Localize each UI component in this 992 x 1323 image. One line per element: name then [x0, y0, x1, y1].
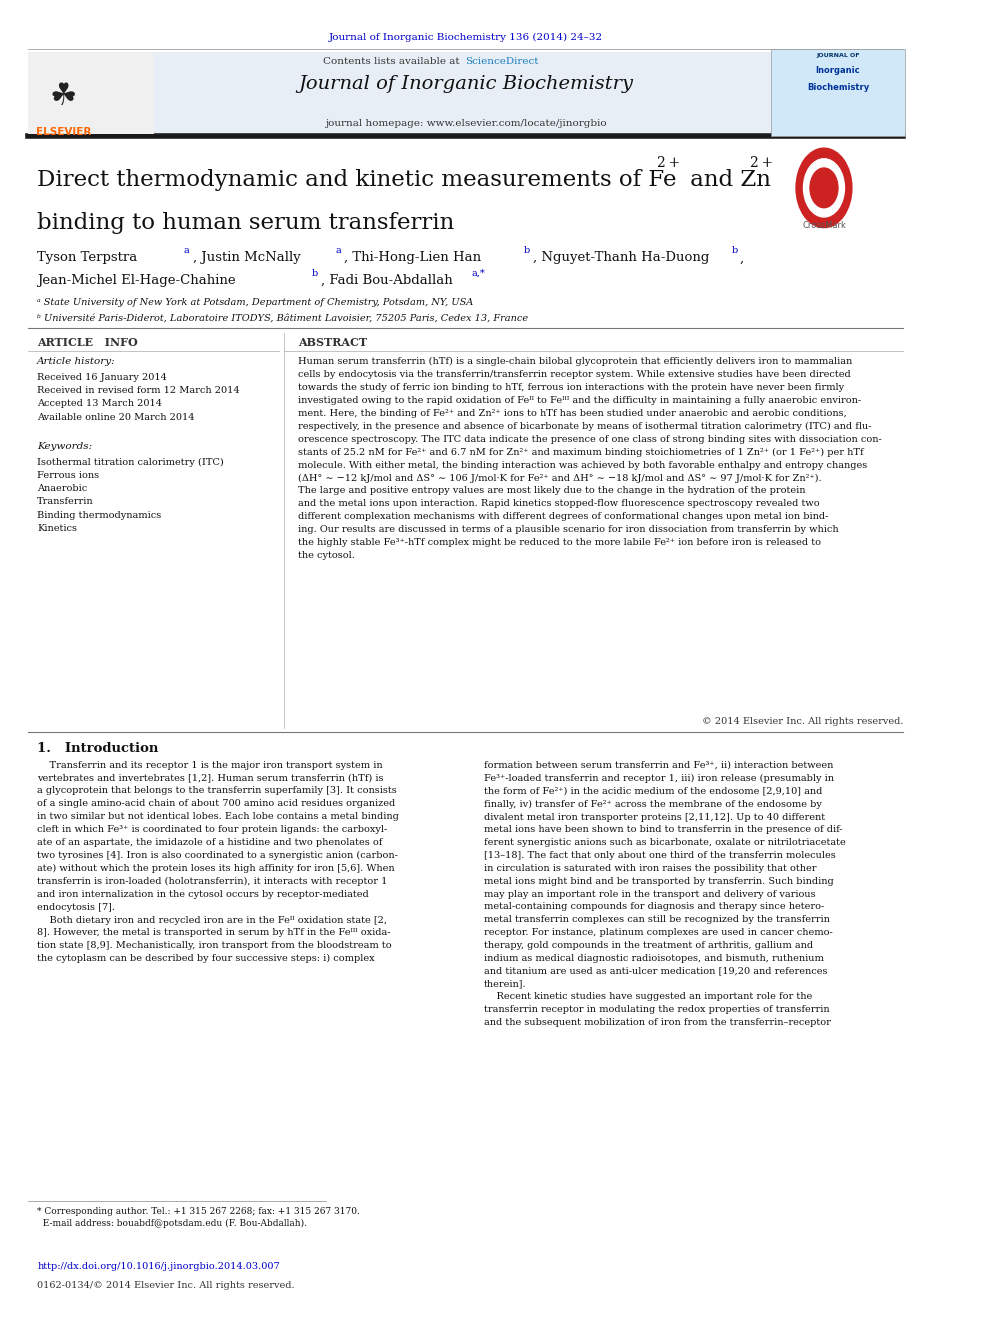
Text: ScienceDirect: ScienceDirect	[465, 57, 539, 66]
Text: , Fadi Bou-Abdallah: , Fadi Bou-Abdallah	[321, 274, 457, 287]
Text: CrossMark: CrossMark	[802, 221, 846, 230]
Text: Journal of Inorganic Biochemistry: Journal of Inorganic Biochemistry	[298, 75, 633, 94]
Circle shape	[796, 148, 852, 228]
Text: ,: ,	[739, 251, 743, 265]
Text: Human serum transferrin (hTf) is a single-chain bilobal glycoprotein that effici: Human serum transferrin (hTf) is a singl…	[298, 357, 882, 560]
Text: Tyson Terpstra: Tyson Terpstra	[38, 251, 142, 265]
Text: ELSEVIER: ELSEVIER	[36, 127, 91, 138]
Text: Keywords:: Keywords:	[38, 442, 92, 451]
FancyBboxPatch shape	[28, 52, 903, 134]
Text: JOURNAL OF: JOURNAL OF	[816, 53, 860, 58]
Text: b: b	[311, 269, 318, 278]
Text: http://dx.doi.org/10.1016/j.jinorgbio.2014.03.007: http://dx.doi.org/10.1016/j.jinorgbio.20…	[38, 1262, 280, 1271]
Text: b: b	[523, 246, 530, 255]
Text: Jean-Michel El-Hage-Chahine: Jean-Michel El-Hage-Chahine	[38, 274, 240, 287]
Text: a: a	[184, 246, 189, 255]
Text: ☘: ☘	[50, 82, 77, 111]
Text: Direct thermodynamic and kinetic measurements of Fe: Direct thermodynamic and kinetic measure…	[38, 169, 677, 192]
Text: 2 +: 2 +	[750, 156, 774, 171]
Text: © 2014 Elsevier Inc. All rights reserved.: © 2014 Elsevier Inc. All rights reserved…	[701, 717, 903, 726]
Text: Transferrin and its receptor 1 is the major iron transport system in
vertebrates: Transferrin and its receptor 1 is the ma…	[38, 761, 399, 963]
Text: a: a	[335, 246, 341, 255]
Text: , Justin McNally: , Justin McNally	[192, 251, 305, 265]
Circle shape	[804, 159, 844, 217]
Text: binding to human serum transferrin: binding to human serum transferrin	[38, 212, 454, 234]
Text: ᵃ State University of New York at Potsdam, Department of Chemistry, Potsdam, NY,: ᵃ State University of New York at Potsda…	[38, 298, 473, 307]
Text: 1.   Introduction: 1. Introduction	[38, 742, 159, 755]
Text: 2 +: 2 +	[658, 156, 681, 171]
Text: Article history:: Article history:	[38, 357, 116, 366]
Text: Biochemistry: Biochemistry	[806, 83, 869, 93]
Text: , Thi-Hong-Lien Han: , Thi-Hong-Lien Han	[344, 251, 486, 265]
Circle shape	[810, 168, 838, 208]
Text: Inorganic: Inorganic	[815, 66, 860, 75]
FancyBboxPatch shape	[28, 52, 154, 134]
Text: and Zn: and Zn	[683, 169, 771, 192]
Text: journal homepage: www.elsevier.com/locate/jinorgbio: journal homepage: www.elsevier.com/locat…	[324, 119, 606, 128]
Text: formation between serum transferrin and Fe³⁺, ii) interaction between
Fe³⁺-loade: formation between serum transferrin and …	[484, 761, 846, 1027]
Text: Contents lists available at: Contents lists available at	[322, 57, 462, 66]
Text: ARTICLE   INFO: ARTICLE INFO	[38, 337, 138, 348]
Text: , Nguyet-Thanh Ha-Duong: , Nguyet-Thanh Ha-Duong	[533, 251, 713, 265]
Text: Journal of Inorganic Biochemistry 136 (2014) 24–32: Journal of Inorganic Biochemistry 136 (2…	[328, 33, 602, 42]
Text: Isothermal titration calorimetry (ITC)
Ferrous ions
Anaerobic
Transferrin
Bindin: Isothermal titration calorimetry (ITC) F…	[38, 458, 224, 533]
Text: a,*: a,*	[471, 269, 485, 278]
Text: b: b	[732, 246, 738, 255]
FancyBboxPatch shape	[771, 49, 905, 136]
Text: * Corresponding author. Tel.: +1 315 267 2268; fax: +1 315 267 3170.
  E-mail ad: * Corresponding author. Tel.: +1 315 267…	[38, 1207, 360, 1228]
Text: 0162-0134/© 2014 Elsevier Inc. All rights reserved.: 0162-0134/© 2014 Elsevier Inc. All right…	[38, 1281, 295, 1290]
Text: ABSTRACT: ABSTRACT	[298, 337, 367, 348]
Text: Received 16 January 2014
Received in revised form 12 March 2014
Accepted 13 Marc: Received 16 January 2014 Received in rev…	[38, 373, 240, 422]
Text: ᵇ Université Paris-Diderot, Laboratoire ITODYS, Bâtiment Lavoisier, 75205 Paris,: ᵇ Université Paris-Diderot, Laboratoire …	[38, 314, 529, 323]
